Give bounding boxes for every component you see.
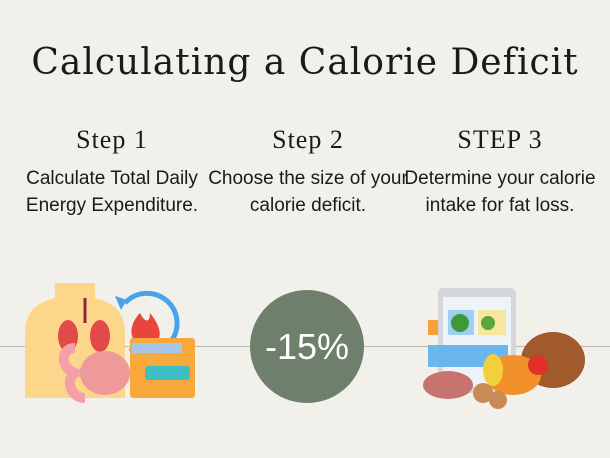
- step-3-text: Determine your calorie intake for fat lo…: [404, 168, 596, 216]
- step-2: Step 2 Choose the size of your calorie d…: [208, 125, 408, 219]
- step-1-heading: Step 1: [76, 125, 148, 154]
- deficit-percentage-badge: -15%: [250, 290, 364, 403]
- body-metabolism-icon: [25, 283, 195, 403]
- step-2-heading: Step 2: [272, 125, 344, 154]
- step-3-heading: STEP 3: [457, 125, 543, 154]
- meal-planning-food-icon: [423, 288, 585, 409]
- step-1-text: Calculate Total Daily Energy Expenditure…: [25, 168, 199, 216]
- step-3: STEP 3 Determine your calorie intake for…: [400, 125, 600, 219]
- page-title: Calculating a Calorie Deficit: [31, 42, 579, 83]
- step-1: Step 1 Calculate Total Daily Energy Expe…: [12, 125, 212, 219]
- step-2-text: Choose the size of your calorie deficit.: [208, 168, 408, 216]
